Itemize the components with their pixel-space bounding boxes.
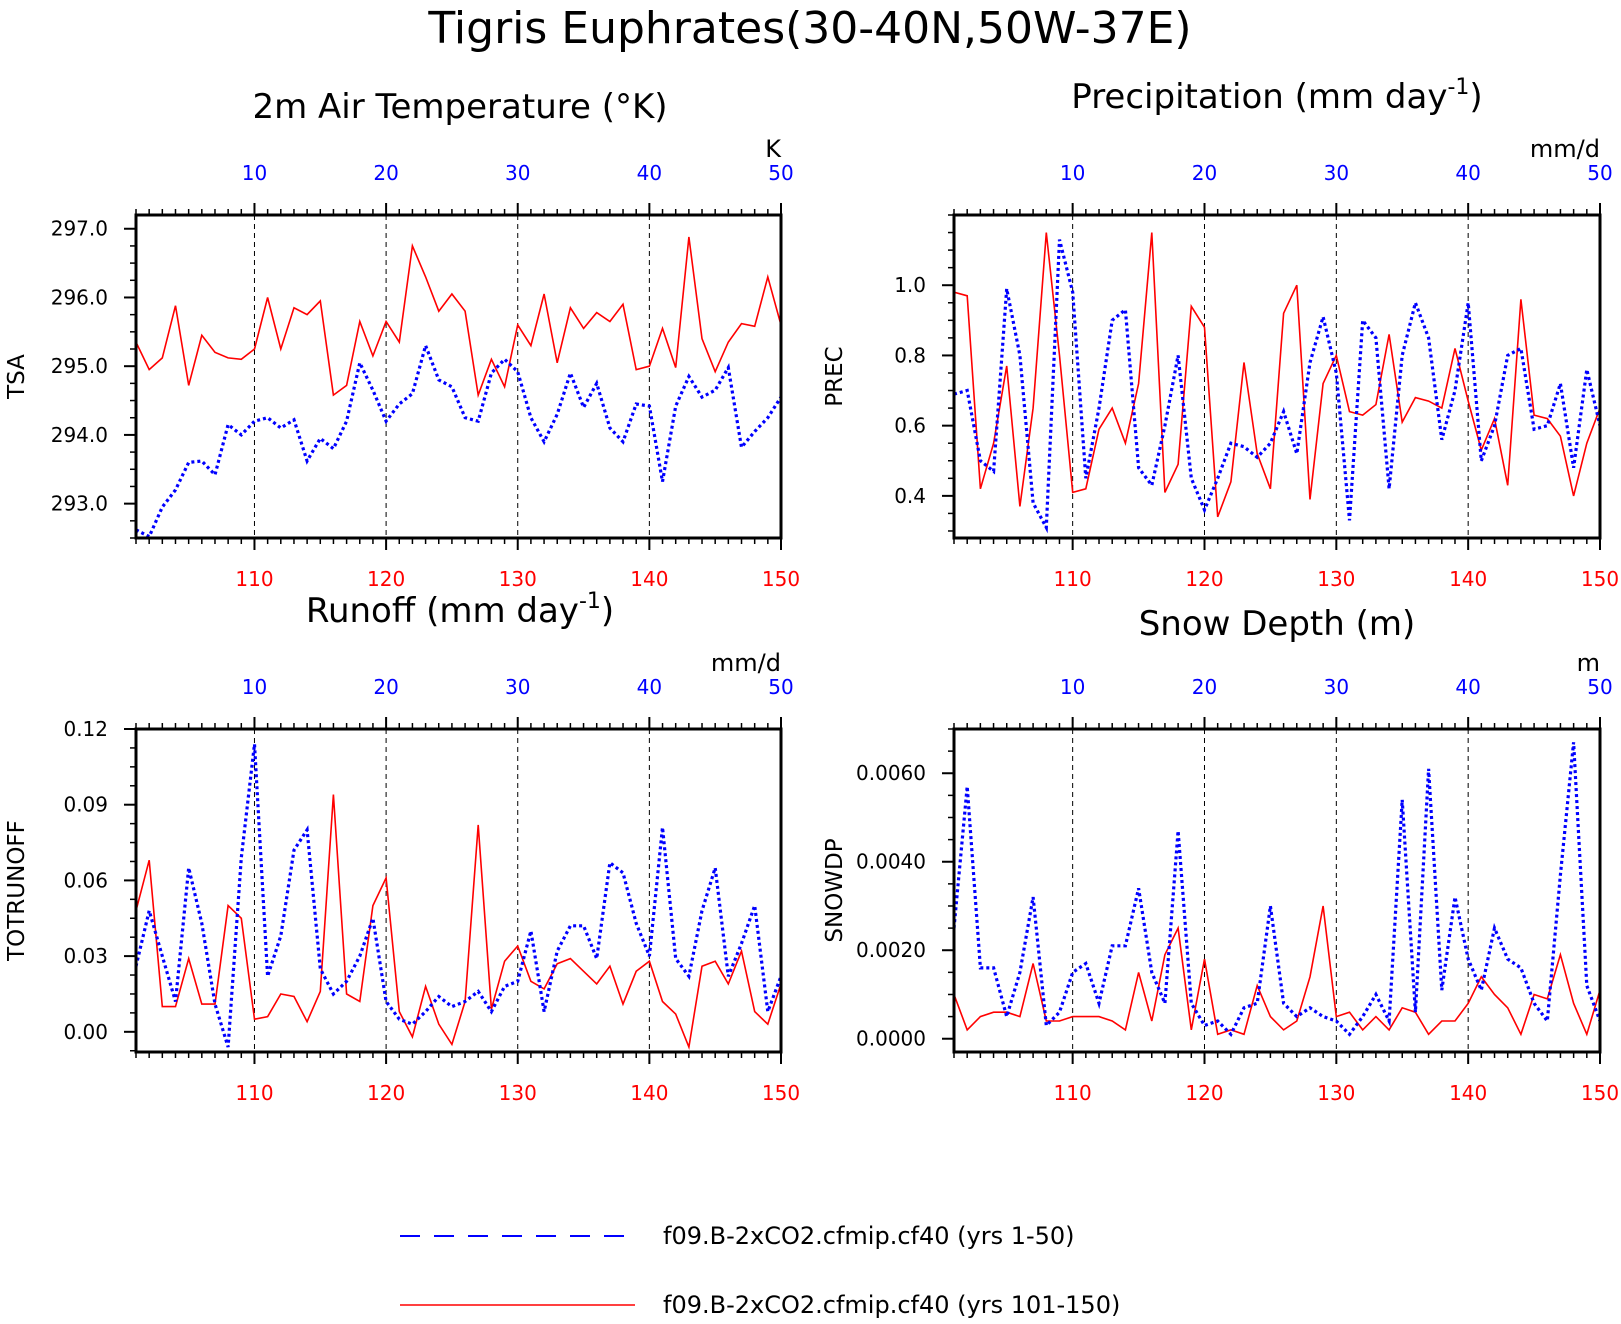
legend: f09.B-2xCO2.cfmip.cf40 (yrs 1-50) f09.B-2… — [400, 1222, 1120, 1319]
panel-title: Runoff (mm day-1) — [306, 589, 614, 631]
x-bottom-tick-label: 150 — [1581, 567, 1619, 591]
x-top-tick-label: 20 — [373, 675, 398, 699]
series-line-yrs-101-150 — [954, 232, 1600, 518]
series-line-yrs-101-150 — [136, 236, 781, 399]
x-bottom-tick-label: 110 — [235, 567, 273, 591]
x-top-tick-label: 50 — [1587, 161, 1612, 185]
x-bottom-tick-label: 150 — [762, 1081, 800, 1105]
plot-frame — [134, 727, 783, 1054]
y-tick-label: 0.09 — [63, 793, 108, 817]
legend-label-1: f09.B-2xCO2.cfmip.cf40 (yrs 1-50) — [663, 1222, 1075, 1250]
x-bottom-tick-label: 110 — [1054, 1081, 1092, 1105]
x-top-tick-label: 40 — [637, 675, 662, 699]
series-line-yrs-101-150 — [136, 794, 781, 1050]
x-top-tick-label: 10 — [1060, 675, 1085, 699]
panel-title: Snow Depth (m) — [1139, 604, 1416, 644]
x-top-tick-label: 10 — [1060, 161, 1085, 185]
y-axis-label: PREC — [822, 346, 848, 406]
x-top-tick-label: 50 — [1587, 675, 1612, 699]
y-tick-label: 297.0 — [51, 217, 108, 241]
series-line-yrs-1-50 — [136, 743, 781, 1048]
chart-panel-3: Runoff (mm day-1) mm/d TOTRUNOFF 0.00 0.03 0.… — [4, 589, 800, 1105]
x-bottom-tick-label: 150 — [762, 567, 800, 591]
y-tick-label: 0.0060 — [856, 761, 926, 785]
x-top-tick-label: 10 — [242, 161, 267, 185]
y-axis-label: TOTRUNOFF — [4, 820, 30, 962]
x-top-tick-label: 10 — [242, 675, 267, 699]
units-label: mm/d — [711, 649, 781, 677]
x-top-tick-label: 20 — [1192, 161, 1217, 185]
x-top-tick-label: 30 — [505, 161, 530, 185]
x-bottom-tick-label: 110 — [1054, 567, 1092, 591]
y-tick-label: 295.0 — [51, 354, 108, 378]
x-bottom-tick-label: 130 — [1317, 1081, 1355, 1105]
x-bottom-tick-label: 120 — [367, 1081, 405, 1105]
chart-panel-4: Snow Depth (m) m SNOWDP 0.0000 0.0020 0.0040 0… — [822, 604, 1619, 1105]
y-tick-label: 0.8 — [894, 343, 926, 367]
x-top-tick-label: 50 — [768, 161, 793, 185]
x-bottom-tick-label: 120 — [1185, 1081, 1223, 1105]
panel-title: 2m Air Temperature (°K) — [252, 87, 667, 127]
y-tick-label: 294.0 — [51, 423, 108, 447]
x-bottom-tick-label: 110 — [235, 1081, 273, 1105]
units-label: m — [1577, 649, 1600, 677]
x-bottom-tick-label: 120 — [1185, 567, 1223, 591]
x-top-tick-label: 50 — [768, 675, 793, 699]
x-top-tick-label: 20 — [1192, 675, 1217, 699]
x-bottom-tick-label: 140 — [1449, 1081, 1487, 1105]
x-bottom-tick-label: 130 — [499, 567, 537, 591]
x-bottom-tick-label: 140 — [630, 1081, 668, 1105]
x-top-tick-label: 30 — [1324, 161, 1349, 185]
y-tick-label: 0.0000 — [856, 1027, 926, 1051]
figure-title: Tigris Euphrates(30-40N,50W-37E) — [427, 3, 1191, 54]
y-tick-label: 0.06 — [63, 868, 108, 892]
y-tick-label: 0.0040 — [856, 850, 926, 874]
x-bottom-tick-label: 130 — [1317, 567, 1355, 591]
y-tick-label: 293.0 — [51, 492, 108, 516]
legend-label-2: f09.B-2xCO2.cfmip.cf40 (yrs 101-150) — [663, 1291, 1120, 1319]
chart-panel-1: 2m Air Temperature (°K) K TSA 293.0 294.0 295… — [4, 87, 800, 591]
series-line-yrs-101-150 — [954, 905, 1600, 1037]
y-tick-label: 0.00 — [63, 1020, 108, 1044]
x-top-tick-label: 20 — [373, 161, 398, 185]
series-line-yrs-1-50 — [954, 239, 1600, 534]
x-bottom-tick-label: 140 — [630, 567, 668, 591]
plot-frame — [952, 727, 1602, 1054]
plot-frame — [134, 213, 783, 540]
y-tick-label: 0.03 — [63, 944, 108, 968]
x-top-tick-label: 30 — [1324, 675, 1349, 699]
y-tick-label: 1.0 — [894, 273, 926, 297]
units-label: mm/d — [1530, 135, 1600, 163]
y-tick-label: 0.0020 — [856, 938, 926, 962]
y-axis-label: SNOWDP — [822, 838, 848, 942]
x-top-tick-label: 40 — [1455, 161, 1480, 185]
x-top-tick-label: 30 — [505, 675, 530, 699]
y-tick-label: 0.4 — [894, 484, 926, 508]
x-bottom-tick-label: 140 — [1449, 567, 1487, 591]
series-line-yrs-1-50 — [136, 340, 781, 538]
x-top-tick-label: 40 — [1455, 675, 1480, 699]
panels-group: 2m Air Temperature (°K) K TSA 293.0 294.0 295… — [4, 75, 1619, 1105]
units-label: K — [765, 135, 782, 163]
x-bottom-tick-label: 120 — [367, 567, 405, 591]
plot-frame — [952, 213, 1602, 540]
panel-title: Precipitation (mm day-1) — [1071, 75, 1482, 117]
y-tick-label: 0.12 — [63, 717, 108, 741]
x-top-tick-label: 40 — [637, 161, 662, 185]
chart-panel-2: Precipitation (mm day-1) mm/d PREC 0.4 0.6 0.… — [822, 75, 1619, 591]
x-bottom-tick-label: 150 — [1581, 1081, 1619, 1105]
y-axis-label: TSA — [4, 354, 30, 400]
x-bottom-tick-label: 130 — [499, 1081, 537, 1105]
series-line-yrs-1-50 — [954, 742, 1600, 1038]
y-tick-label: 296.0 — [51, 285, 108, 309]
y-tick-label: 0.6 — [894, 414, 926, 438]
